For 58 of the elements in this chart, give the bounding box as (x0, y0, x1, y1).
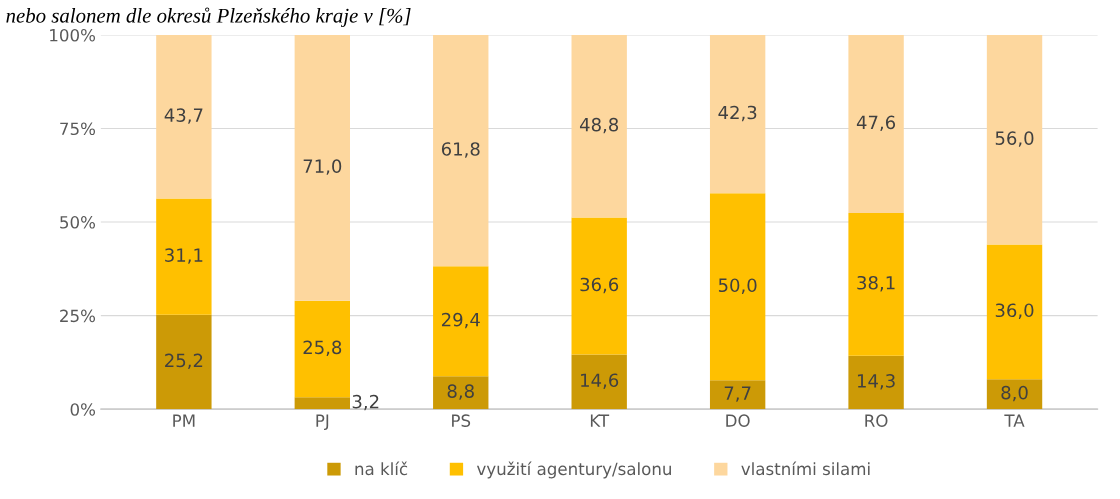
bar (156, 314, 212, 410)
data-label: 8,8 (447, 384, 474, 400)
bar (571, 217, 627, 355)
bar (986, 34, 1043, 245)
data-label: 14,6 (581, 373, 619, 389)
legend-label: využití agentury/salonu (476, 461, 671, 479)
y-tick-label: 75% (60, 122, 96, 136)
x-tick-label: PJ (316, 414, 329, 431)
bar (848, 34, 904, 214)
x-tick-label: PM (173, 414, 195, 427)
x-tick-label: RO (865, 414, 888, 427)
x-tick-label: TA (1004, 414, 1025, 427)
data-label: 8,0 (1001, 385, 1028, 402)
bar (433, 34, 489, 267)
bar (986, 244, 1043, 380)
y-tick-label: 50% (60, 216, 96, 229)
bar (848, 213, 904, 356)
y-tick-label: 0% (70, 403, 96, 416)
data-label: 7,7 (724, 386, 751, 402)
bar (571, 34, 627, 218)
x-tick-label: PS (452, 414, 471, 427)
data-label: 61,8 (441, 142, 480, 158)
data-label: 48,8 (579, 117, 619, 134)
legend-label: vlastními silami (741, 461, 870, 476)
data-label: 42,3 (718, 105, 757, 122)
bar (294, 397, 350, 410)
bar (156, 34, 212, 199)
bar (294, 34, 350, 301)
data-label: 38,1 (857, 275, 895, 292)
data-label: 31,1 (165, 248, 203, 264)
data-label: 56,0 (995, 131, 1034, 147)
y-tick-label: 25% (60, 309, 96, 323)
bar (433, 266, 489, 377)
data-label: 14,3 (857, 374, 895, 390)
chart-title: nebo salonem dle okresů Plzeňského kraje v [%] (6, 7, 411, 27)
bar (986, 379, 1043, 410)
bar (156, 198, 212, 315)
bar (709, 193, 766, 381)
data-label: 43,7 (164, 108, 203, 124)
data-label: 36,6 (580, 277, 619, 294)
data-label: 3,2 (352, 394, 379, 411)
data-label: 47,6 (856, 115, 896, 132)
data-label: 29,4 (441, 312, 480, 329)
x-tick-label: DO (726, 414, 750, 427)
y-tick-label: 100% (50, 28, 96, 42)
bar (571, 354, 627, 410)
bar (294, 300, 350, 398)
data-label: 71,0 (303, 159, 342, 175)
bar (848, 355, 904, 410)
bar (709, 380, 766, 410)
x-tick-label: KT (590, 414, 610, 427)
data-label: 50,0 (718, 278, 757, 294)
data-label: 36,0 (995, 303, 1034, 319)
bar (709, 34, 766, 194)
data-label: 25,2 (165, 353, 203, 370)
bar (433, 376, 489, 410)
legend-label: na klíč (355, 461, 408, 476)
data-label: 25,8 (303, 340, 342, 357)
